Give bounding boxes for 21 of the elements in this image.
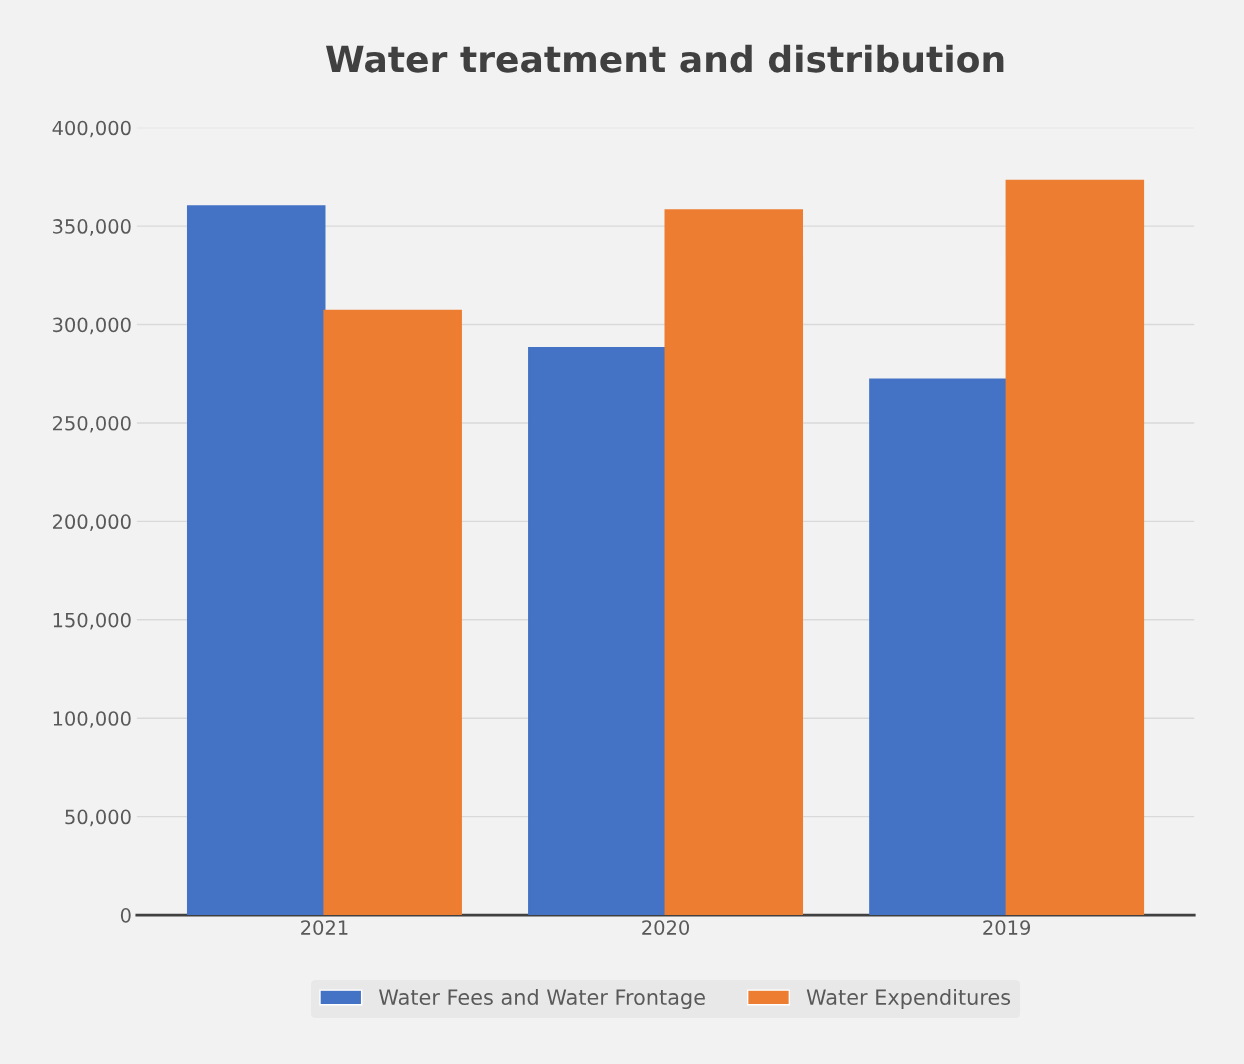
y-tick-label: 300,000 <box>53 317 131 335</box>
x-tick-label: 2021 <box>301 920 348 935</box>
y-tick-label: 100,000 <box>53 711 131 728</box>
y-tick-label: 400,000 <box>52 120 131 138</box>
y-tick-label: 350,000 <box>53 219 131 236</box>
y-tick-label: 50,000 <box>65 809 131 827</box>
y-tick-label: 0 <box>120 908 131 923</box>
y-tick-label: 250,000 <box>52 415 131 433</box>
legend-label: Water Expenditures <box>806 988 1011 1010</box>
bar <box>869 378 1008 916</box>
legend-label: Water Fees and Water Frontage <box>379 988 705 1010</box>
bar <box>664 209 804 916</box>
x-tick-label: 2019 <box>983 920 1031 935</box>
bar <box>528 347 667 916</box>
y-tick-label: 150,000 <box>53 612 131 630</box>
y-tick-label: 200,000 <box>52 514 131 532</box>
bar <box>1005 179 1145 916</box>
bar <box>323 309 462 916</box>
x-tick-label: 2020 <box>642 920 689 935</box>
bar <box>186 205 326 916</box>
chart-title: Water treatment and distribution <box>326 44 1004 73</box>
